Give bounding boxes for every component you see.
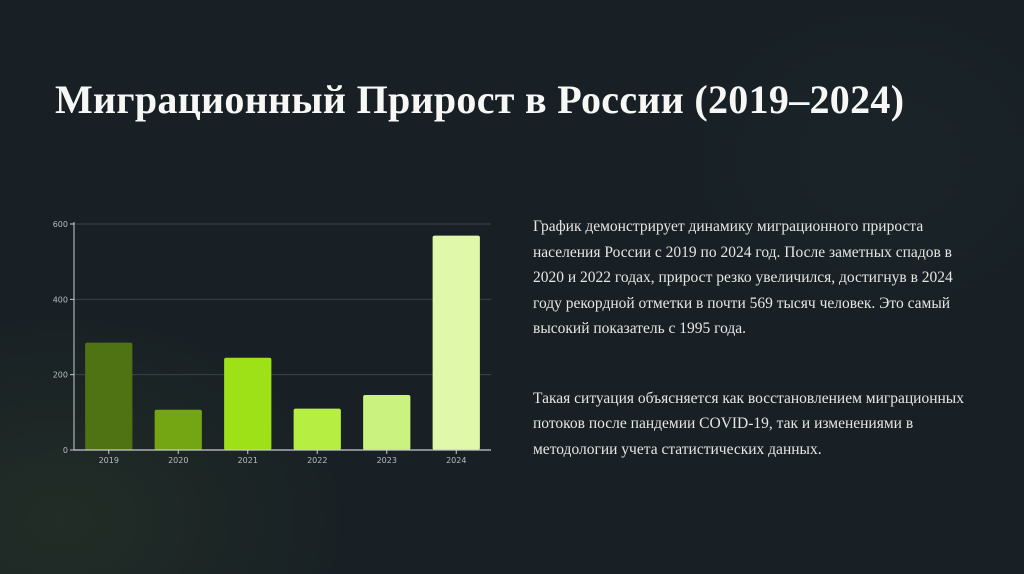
x-tick-label: 2020 xyxy=(168,456,188,465)
y-tick-label: 400 xyxy=(53,295,68,304)
y-tick-label: 600 xyxy=(53,220,68,229)
x-tick-label: 2023 xyxy=(377,456,397,465)
slide-title: Миграционный Прирост в России (2019–2024… xyxy=(55,77,905,122)
description-paragraph-2: Такая ситуация объясняется как восстанов… xyxy=(533,389,964,458)
x-tick-label: 2024 xyxy=(446,456,466,465)
bar-2024 xyxy=(432,235,480,450)
description-paragraph-1: График демонстрирует динамику миграционн… xyxy=(533,218,953,337)
bar-2023 xyxy=(363,395,411,450)
bar-chart-svg: 0 200 400 600 2019 2020 2021 2022 2023 2024 xyxy=(53,220,491,465)
bar-2022 xyxy=(293,408,341,450)
bar-2020 xyxy=(154,409,202,450)
x-tick-label: 2021 xyxy=(238,456,258,465)
bar-2019 xyxy=(85,342,133,450)
bar-chart: 0 200 400 600 2019 2020 2021 2022 2023 2024 xyxy=(40,212,510,472)
x-tick-label: 2019 xyxy=(99,456,119,465)
x-tick-label: 2022 xyxy=(307,456,327,465)
y-tick-label: 0 xyxy=(63,446,68,455)
bar-2021 xyxy=(224,357,272,450)
description-text: График демонстрирует динамику миграционн… xyxy=(533,214,978,506)
y-tick-label: 200 xyxy=(53,371,68,380)
